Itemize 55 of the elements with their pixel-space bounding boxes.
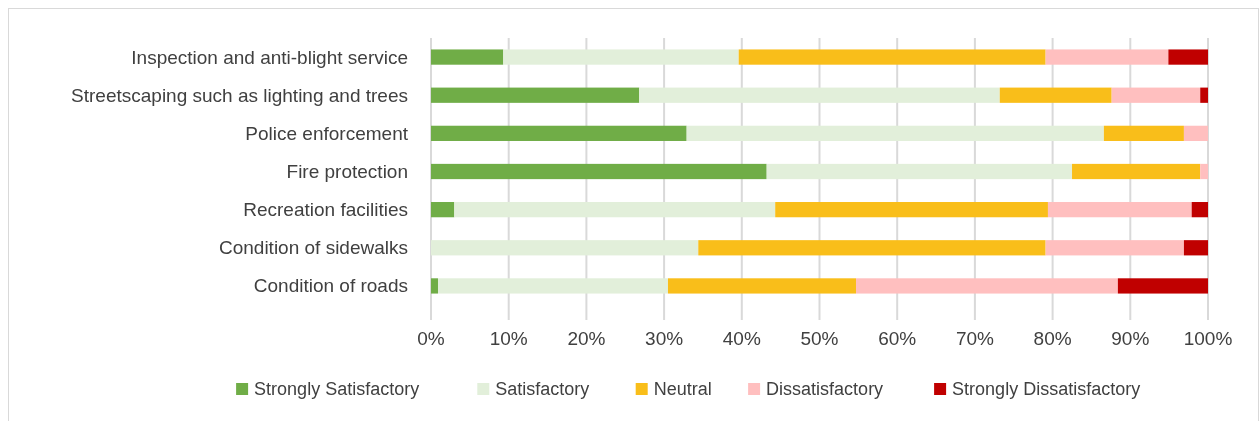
bar	[999, 87, 1112, 103]
bar	[698, 240, 1046, 256]
bar	[1183, 240, 1208, 256]
bar	[686, 125, 1104, 141]
x-tick-label: 20%	[567, 327, 606, 349]
bar	[503, 49, 739, 65]
bar	[738, 49, 1046, 65]
bar	[775, 202, 1048, 218]
x-tick-label: 10%	[489, 327, 528, 349]
bar	[1047, 202, 1192, 218]
bar	[639, 87, 1000, 103]
x-tick-label: 80%	[1033, 327, 1072, 349]
x-tick-label: 90%	[1111, 327, 1150, 349]
bar	[1103, 125, 1184, 141]
bar	[1191, 202, 1208, 218]
x-tick-label: 40%	[722, 327, 761, 349]
y-tick-label: Condition of roads	[253, 275, 408, 297]
bar	[431, 163, 767, 180]
legend-label: Neutral	[653, 379, 712, 399]
y-tick-label: Fire protection	[286, 161, 408, 182]
y-tick-label: Streetscaping such as lighting and trees	[71, 84, 408, 106]
bar	[1117, 278, 1208, 294]
bar	[1200, 87, 1208, 103]
bar	[1200, 163, 1208, 180]
bar	[431, 87, 640, 103]
legend-label: Strongly Dissatisfactory	[952, 379, 1141, 399]
bar	[437, 278, 668, 294]
bar	[1111, 87, 1201, 103]
legend-label: Strongly Satisfactory	[254, 379, 420, 399]
x-tick-label: 70%	[955, 327, 995, 349]
bar	[1045, 49, 1169, 65]
bar	[667, 278, 857, 294]
y-tick-label: Condition of sidewalks	[218, 237, 408, 259]
y-tick-label: Recreation facilities	[243, 199, 408, 221]
bar	[431, 278, 438, 294]
legend-label: Dissatisfactory	[766, 379, 884, 399]
y-tick-label: Police enforcement	[245, 122, 409, 144]
x-tick-label: 60%	[878, 327, 917, 349]
bar	[431, 49, 504, 65]
legend-label: Satisfactory	[495, 379, 590, 399]
bar	[431, 125, 687, 141]
bar	[1168, 49, 1208, 65]
x-tick-label: 30%	[645, 327, 684, 349]
bar	[856, 278, 1118, 294]
bar	[454, 202, 776, 218]
bar	[431, 202, 455, 218]
x-tick-label: 100%	[1183, 327, 1233, 349]
bar	[1183, 125, 1208, 141]
bar	[1072, 163, 1201, 180]
x-tick-label: 0%	[417, 327, 445, 349]
bar	[1045, 240, 1184, 256]
x-tick-label: 50%	[800, 327, 839, 349]
bar	[431, 240, 699, 256]
y-tick-label: Inspection and anti-blight service	[131, 46, 408, 68]
bar	[766, 163, 1073, 180]
